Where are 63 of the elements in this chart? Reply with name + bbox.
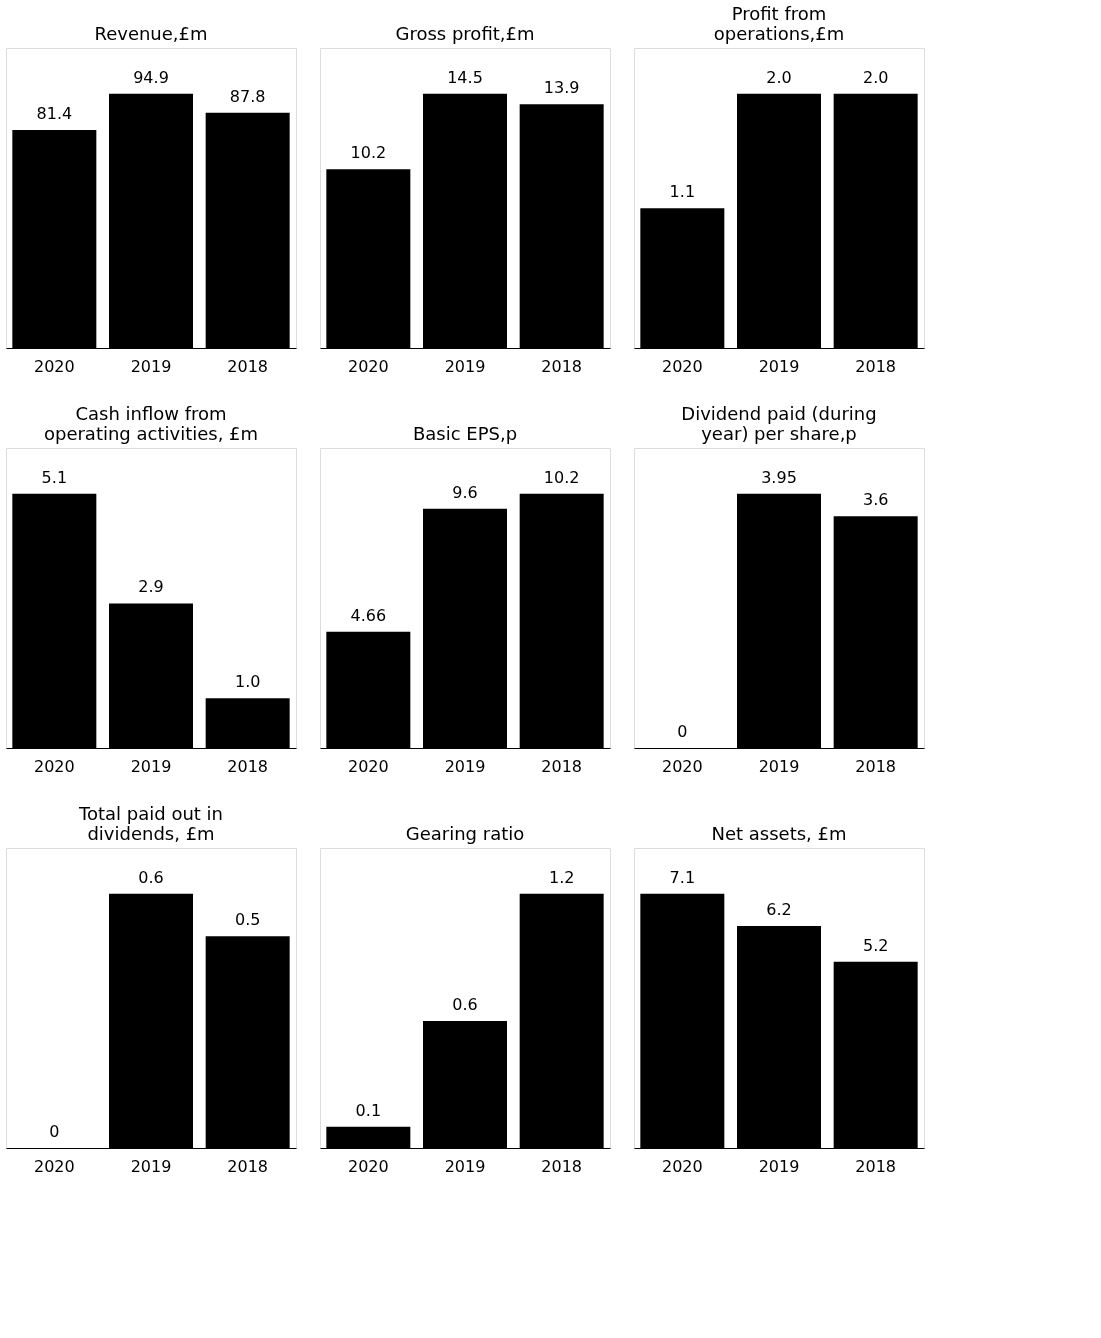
- data-label: 0: [677, 722, 688, 741]
- data-label: 2.9: [138, 577, 164, 597]
- data-label: 1.2: [548, 867, 575, 887]
- data-label: 81.4: [36, 103, 73, 123]
- data-label: 7.1: [669, 867, 696, 887]
- data-label: 3.6: [862, 490, 889, 510]
- data-label: 14.5: [447, 67, 483, 87]
- chart-title: Basic EPS,p: [412, 423, 518, 444]
- data-label: 0.5: [234, 910, 261, 930]
- x-tick-label: 2020: [33, 356, 75, 376]
- x-tick-label: 2018: [227, 1156, 269, 1176]
- data-label: 94.9: [133, 67, 169, 87]
- data-label: 4.66: [350, 605, 387, 625]
- x-tick-label: 2020: [661, 356, 703, 376]
- x-tick-label: 2019: [444, 1156, 486, 1176]
- x-tick-label: 2020: [33, 1156, 75, 1176]
- chart-title: Dividend paid (during year) per share,p: [681, 403, 877, 444]
- data-label: 6.2: [766, 899, 792, 919]
- x-tick-label: 2020: [661, 1156, 703, 1176]
- x-tick-label: 2018: [855, 356, 897, 376]
- x-tick-label: 2019: [758, 756, 800, 776]
- data-label: 1.1: [669, 182, 696, 202]
- x-tick-label: 2018: [227, 356, 269, 376]
- data-label: 0: [49, 1122, 60, 1141]
- x-tick-label: 2020: [661, 756, 703, 776]
- x-tick-label: 2019: [130, 756, 172, 776]
- data-label: 0.1: [355, 1100, 382, 1120]
- data-label: 2.0: [766, 67, 792, 87]
- x-tick-label: 2020: [347, 1156, 389, 1176]
- x-tick-label: 2020: [347, 356, 389, 376]
- x-tick-label: 2018: [541, 356, 583, 376]
- data-label: 2.0: [862, 67, 889, 87]
- data-label: 13.9: [543, 78, 580, 98]
- chart-title: Net assets, £m: [711, 823, 847, 844]
- x-tick-label: 2018: [227, 756, 269, 776]
- x-tick-label: 2019: [444, 756, 486, 776]
- x-tick-label: 2020: [347, 756, 389, 776]
- data-label: 10.2: [543, 467, 580, 487]
- data-label: 1.0: [234, 672, 261, 692]
- data-label: 10.2: [350, 143, 387, 163]
- chart-title: Revenue,£m: [94, 23, 208, 44]
- data-label: 5.1: [41, 467, 68, 487]
- chart-title: Gross profit,£m: [395, 23, 535, 44]
- x-tick-label: 2019: [444, 356, 486, 376]
- x-tick-label: 2019: [758, 1156, 800, 1176]
- x-tick-label: 2020: [33, 756, 75, 776]
- x-tick-label: 2018: [541, 1156, 583, 1176]
- data-label: 0.6: [138, 867, 164, 887]
- chart-title: Profit from operations,£m: [713, 3, 845, 44]
- data-label: 3.95: [761, 467, 797, 487]
- x-tick-label: 2019: [758, 356, 800, 376]
- chart-title: Gearing ratio: [405, 823, 525, 844]
- data-label: 9.6: [452, 482, 478, 502]
- x-tick-label: 2019: [130, 1156, 172, 1176]
- chart-title: Cash inflow from operating activities, £m: [43, 403, 259, 444]
- chart-title: Total paid out in dividends, £m: [78, 803, 223, 844]
- data-label: 0.6: [452, 994, 478, 1014]
- x-tick-label: 2019: [130, 356, 172, 376]
- data-label: 87.8: [229, 86, 266, 106]
- x-tick-label: 2018: [855, 756, 897, 776]
- data-label: 5.2: [862, 935, 889, 955]
- x-tick-label: 2018: [541, 756, 583, 776]
- x-tick-label: 2018: [855, 1156, 897, 1176]
